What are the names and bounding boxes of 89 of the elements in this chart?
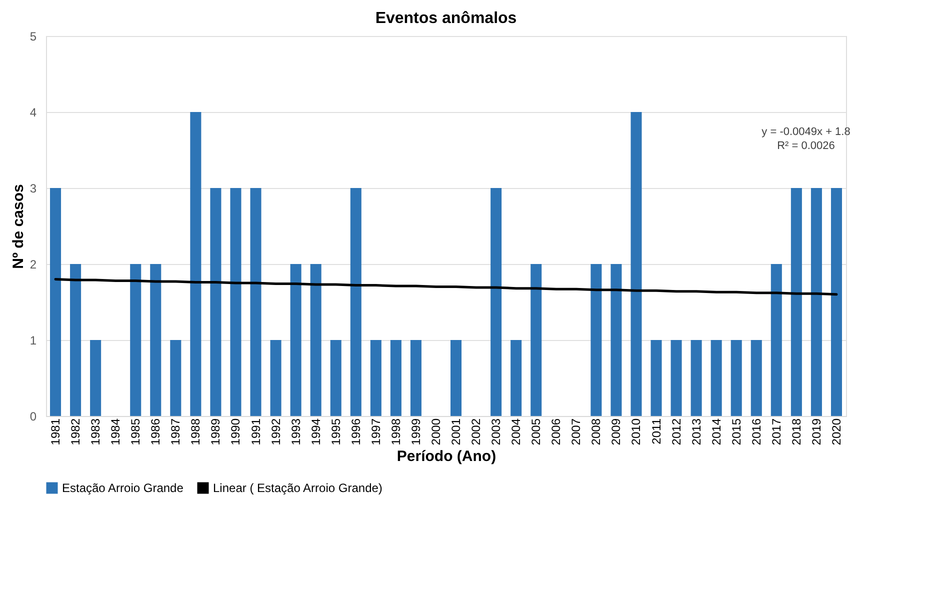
- bar: [70, 264, 82, 416]
- x-tick-label: 1996: [348, 418, 363, 446]
- y-tick-label: 0: [30, 410, 37, 424]
- x-tick-label: 2016: [749, 418, 764, 446]
- x-tick-label: 2002: [469, 418, 484, 446]
- x-tick-label: 2001: [449, 418, 464, 446]
- x-tick-label: 1981: [48, 418, 63, 446]
- x-tick-label: 2008: [589, 418, 604, 446]
- x-tick-label: 2019: [809, 418, 824, 446]
- y-tick-label: 5: [30, 30, 37, 44]
- bar: [610, 264, 622, 416]
- x-tick-label: 1997: [368, 418, 383, 446]
- bar: [630, 112, 642, 416]
- bar: [750, 340, 762, 416]
- x-tick-label: 2012: [669, 418, 684, 446]
- bar: [710, 340, 722, 416]
- bar: [90, 340, 102, 416]
- line-series: [54, 278, 838, 296]
- y-tick-label: 4: [30, 106, 37, 120]
- bar: [690, 340, 702, 416]
- x-tick-label: 1988: [188, 418, 203, 446]
- x-tick-label: 2010: [629, 418, 644, 446]
- x-tick-label: 1999: [408, 418, 423, 446]
- bar: [270, 340, 282, 416]
- bar: [590, 264, 602, 416]
- x-tick-label: 2000: [428, 418, 443, 446]
- bar: [250, 188, 262, 416]
- x-tick-label: 1998: [388, 418, 403, 446]
- y-axis-title: Nº de casos: [10, 184, 27, 269]
- x-tick-label: 2011: [649, 418, 664, 444]
- x-tick-label: 2015: [729, 418, 744, 446]
- x-tick-label: 1989: [208, 418, 223, 446]
- legend-label: Linear ( Estação Arroio Grande): [213, 481, 382, 495]
- x-tick-label: 1987: [168, 418, 183, 446]
- x-tick-label: 2018: [789, 418, 804, 446]
- bar: [370, 340, 382, 416]
- y-tick-label: 3: [30, 182, 37, 196]
- bar: [330, 340, 342, 416]
- y-tick-label: 1: [30, 334, 37, 348]
- x-tick-label: 1982: [68, 418, 83, 446]
- bar: [230, 188, 242, 416]
- x-axis-title: Período (Ano): [396, 448, 496, 466]
- x-tick-label: 2006: [549, 418, 564, 446]
- bar: [290, 264, 302, 416]
- bar: [210, 188, 222, 416]
- x-tick-label: 2004: [509, 418, 524, 446]
- bar: [730, 340, 742, 416]
- bar: [350, 188, 362, 416]
- x-tick-label: 1986: [148, 418, 163, 446]
- x-tick-label: 2009: [609, 418, 624, 446]
- x-tick-label: 1985: [128, 418, 143, 446]
- x-tick-label: 1983: [88, 418, 103, 446]
- bar: [830, 188, 842, 416]
- x-tick-label: 1994: [308, 418, 323, 446]
- bar: [170, 340, 182, 416]
- legend-label: Estação Arroio Grande: [62, 481, 184, 495]
- x-tick-label: 2020: [829, 418, 844, 446]
- x-tick-label: 2007: [569, 418, 584, 446]
- annotation: y = -0.0049x + 1.8: [762, 126, 850, 138]
- bar: [310, 264, 322, 416]
- bar: [190, 112, 202, 416]
- x-tick-label: 1992: [268, 418, 283, 446]
- x-tick-label: 2014: [709, 418, 724, 446]
- chart-title: Eventos anômalos: [375, 10, 517, 27]
- bar: [490, 188, 502, 416]
- x-tick-label: 1995: [328, 418, 343, 446]
- x-tick-label: 1990: [228, 418, 243, 446]
- x-tick-label: 2005: [529, 418, 544, 446]
- bar: [650, 340, 662, 416]
- bar: [790, 188, 802, 416]
- bar: [150, 264, 162, 416]
- x-tick-label: 1991: [248, 418, 263, 446]
- bar: [810, 188, 822, 416]
- x-tick-label: 2017: [769, 418, 784, 446]
- annotation: R² = 0.0026: [777, 140, 835, 152]
- bar: [530, 264, 542, 416]
- x-tick-label: 2013: [689, 418, 704, 446]
- bar: [390, 340, 402, 416]
- bar: [130, 264, 142, 416]
- bar: [510, 340, 522, 416]
- bar: [50, 188, 62, 416]
- bar: [670, 340, 682, 416]
- bar: [410, 340, 422, 416]
- x-tick-label: 2003: [489, 418, 504, 446]
- bar: [450, 340, 462, 416]
- y-tick-label: 2: [30, 258, 37, 272]
- bar: [770, 264, 782, 416]
- x-tick-label: 1993: [288, 418, 303, 446]
- x-tick-label: 1984: [108, 418, 123, 446]
